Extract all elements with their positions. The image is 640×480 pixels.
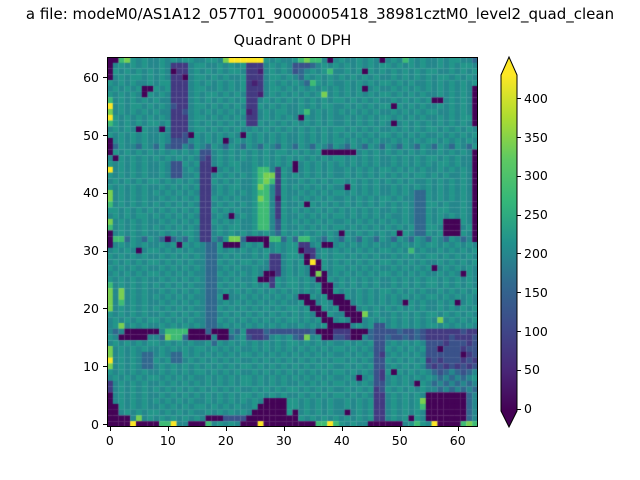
x-tick-label: 0 — [105, 433, 114, 448]
x-tick-label: 50 — [391, 433, 408, 448]
x-tick-mark — [283, 427, 285, 431]
colorbar-tick-label: 300 — [524, 168, 548, 184]
colorbar-tick-label: 0 — [524, 401, 532, 417]
y-tick-label: 20 — [83, 300, 99, 316]
y-tick-mark — [103, 366, 107, 368]
y-tick-label: 50 — [83, 127, 99, 143]
colorbar-tick-mark — [517, 292, 521, 294]
colorbar-tick-mark — [517, 137, 521, 139]
y-tick-label: 30 — [83, 243, 99, 259]
colorbar-tick-mark — [517, 98, 521, 100]
heatmap-image — [107, 57, 478, 427]
colorbar-tick-label: 150 — [524, 284, 548, 300]
y-tick-mark — [103, 250, 107, 252]
x-tick-label: 10 — [159, 433, 176, 448]
chart-title: Quadrant 0 DPH — [233, 33, 352, 49]
colorbar-tick-label: 350 — [524, 129, 548, 145]
x-tick-mark — [457, 427, 459, 431]
colorbar-tick-mark — [517, 331, 521, 333]
x-tick-label: 30 — [275, 433, 292, 448]
x-tick-label: 60 — [449, 433, 466, 448]
y-tick-mark — [103, 77, 107, 79]
colorbar-tick-mark — [517, 175, 521, 177]
colorbar-tick-label: 400 — [524, 90, 548, 106]
x-tick-mark — [341, 427, 343, 431]
x-tick-mark — [167, 427, 169, 431]
colorbar-tick-label: 200 — [524, 245, 548, 261]
suptitle-filename: a file: modeM0/AS1A12_057T01_9000005418_… — [25, 5, 615, 23]
y-tick-mark — [103, 135, 107, 137]
colorbar-tick-mark — [517, 369, 521, 371]
colorbar-tick-label: 50 — [524, 362, 540, 378]
x-tick-mark — [225, 427, 227, 431]
colorbar-tick-mark — [517, 408, 521, 410]
colorbar-tick-label: 100 — [524, 323, 548, 339]
colorbar-tick-label: 250 — [524, 207, 548, 223]
y-tick-label: 40 — [83, 185, 99, 201]
y-tick-mark — [103, 192, 107, 194]
colorbar-bar — [500, 55, 518, 429]
y-tick-label: 10 — [83, 358, 99, 374]
colorbar-tick-mark — [517, 214, 521, 216]
colorbar-tick-mark — [517, 253, 521, 255]
y-tick-label: 0 — [91, 416, 99, 432]
x-tick-label: 20 — [217, 433, 234, 448]
x-tick-mark — [109, 427, 111, 431]
x-tick-mark — [399, 427, 401, 431]
y-tick-mark — [103, 424, 107, 426]
y-tick-label: 60 — [83, 69, 99, 85]
colorbar — [500, 55, 518, 429]
y-tick-mark — [103, 308, 107, 310]
x-tick-label: 40 — [333, 433, 350, 448]
